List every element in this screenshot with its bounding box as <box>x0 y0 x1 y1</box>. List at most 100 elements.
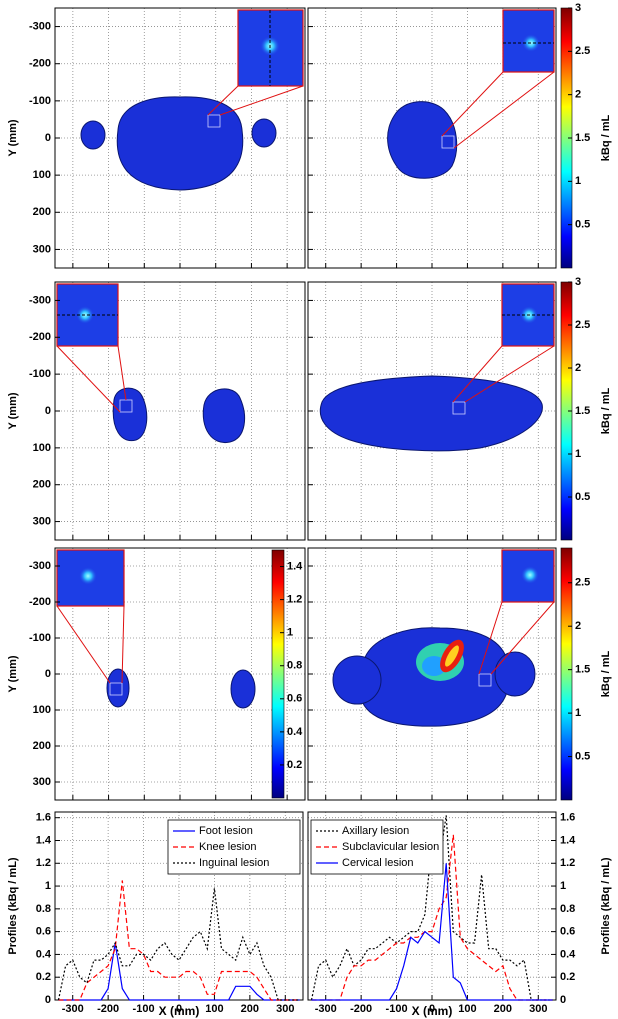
y-tick-label: 1.2 <box>36 857 51 869</box>
y-tick-label: 0.8 <box>560 903 575 915</box>
body-slice <box>319 375 543 452</box>
plot-frame <box>54 547 306 801</box>
colorbar-tick-label: 2 <box>575 89 581 101</box>
arm-slice <box>80 120 106 150</box>
y-tick-label: 0.8 <box>36 903 51 915</box>
y-tick-label: -300 <box>29 294 51 306</box>
colorbar-tick-label: 0.2 <box>287 759 302 771</box>
y-tick-label: 200 <box>33 740 51 752</box>
colorbar-tick-label: 2 <box>575 620 581 632</box>
y-tick-label: 0 <box>45 994 51 1006</box>
colorbar-tick-label: 0.6 <box>287 693 302 705</box>
profile-line <box>311 863 553 1001</box>
y-tick-label: 100 <box>33 442 51 454</box>
y-tick-label: 0 <box>45 668 51 680</box>
colorbar-tick-label: 1.4 <box>287 560 303 572</box>
y-tick-label: 1 <box>560 880 566 892</box>
zoom-line <box>121 605 125 684</box>
x-tick-label: -300 <box>62 1003 84 1015</box>
roi-box <box>441 135 455 149</box>
x-tick-label: -100 <box>133 1003 155 1015</box>
x-tick-label: -100 <box>386 1003 408 1015</box>
colorbar <box>560 547 573 801</box>
colorbar-tick-label: 1.5 <box>575 132 590 144</box>
colorbar-label: kBq / mL <box>600 650 612 697</box>
y-tick-label: 0.6 <box>36 926 51 938</box>
zoom-line <box>441 71 504 137</box>
y-tick-label: 1 <box>45 880 51 892</box>
colorbar-tick-label: 1 <box>575 448 581 460</box>
y-tick-label: 100 <box>33 169 51 181</box>
x-tick-label: -300 <box>315 1003 337 1015</box>
zoom-line <box>453 71 555 149</box>
foot-slice <box>230 669 256 709</box>
roi-box <box>478 673 492 687</box>
legend-label: Inguinal lesion <box>199 857 269 869</box>
y-tick-label: -200 <box>29 331 51 343</box>
organ-uptake <box>422 656 446 676</box>
legend-label: Cervical lesion <box>342 857 414 869</box>
arm-slice <box>251 118 277 148</box>
colorbar-tick-label: 2.5 <box>575 577 590 589</box>
y-axis-label: Profiles (kBq / mL) <box>7 857 19 955</box>
colorbar-label: kBq / mL <box>600 114 612 161</box>
y-axis-label: Profiles (kBq / mL) <box>600 857 612 955</box>
arm-slice <box>332 655 382 705</box>
y-tick-label: -300 <box>29 560 51 572</box>
x-tick-label: 100 <box>458 1003 476 1015</box>
y-tick-label: 100 <box>33 704 51 716</box>
y-axis-label: Y (mm) <box>7 119 19 156</box>
colorbar-tick-label: 0.4 <box>287 726 303 738</box>
y-tick-label: 0 <box>45 405 51 417</box>
colorbar-tick-label: 3 <box>575 2 581 14</box>
leg-slice <box>202 388 246 444</box>
body-slice <box>387 101 458 179</box>
y-tick-label: 300 <box>33 243 51 255</box>
foot-slice <box>106 668 130 708</box>
x-tick-label: 0 <box>429 1003 435 1015</box>
y-tick-label: -100 <box>29 95 51 107</box>
colorbar-tick-label: 0.5 <box>575 491 590 503</box>
plot-frame <box>307 547 557 801</box>
y-tick-label: -100 <box>29 632 51 644</box>
zoom-line <box>56 605 111 684</box>
plot-frame <box>307 811 557 1001</box>
y-tick-label: 0 <box>560 994 566 1006</box>
colorbar-tick-label: 1.5 <box>575 664 590 676</box>
y-axis-label: Y (mm) <box>7 392 19 429</box>
zoom-line <box>452 345 503 403</box>
plot-frame <box>54 7 306 269</box>
colorbar-tick-label: 1 <box>575 175 581 187</box>
colorbar-tick-label: 2.5 <box>575 319 590 331</box>
zoom-line <box>219 85 304 116</box>
organ-uptake <box>445 645 459 667</box>
roi-box <box>452 401 466 415</box>
profile-line <box>58 942 300 1001</box>
plot-frame <box>307 281 557 541</box>
y-tick-label: 0 <box>45 132 51 144</box>
y-tick-label: 1.6 <box>36 812 51 824</box>
legend-label: Knee lesion <box>199 841 257 853</box>
x-tick-label: 300 <box>276 1003 294 1015</box>
legend-label: Subclavicular lesion <box>342 841 439 853</box>
y-tick-label: -200 <box>29 58 51 70</box>
y-tick-label: 0.2 <box>36 971 51 983</box>
colorbar-tick-label: 0.5 <box>575 750 590 762</box>
x-tick-label: 200 <box>241 1003 259 1015</box>
y-tick-label: 0.4 <box>36 948 52 960</box>
zoom-line <box>56 345 121 413</box>
x-tick-label: -200 <box>97 1003 119 1015</box>
roi-box <box>207 114 221 128</box>
colorbar-tick-label: 3 <box>575 276 581 288</box>
colorbar-tick-label: 1.5 <box>575 405 590 417</box>
x-tick-label: 300 <box>529 1003 547 1015</box>
zoom-line <box>478 601 503 675</box>
plot-frame <box>307 7 557 269</box>
x-tick-label: 200 <box>494 1003 512 1015</box>
zoom-line <box>117 345 127 401</box>
x-tick-label: 100 <box>205 1003 223 1015</box>
plot-frame <box>54 281 306 541</box>
lesion <box>521 566 539 584</box>
